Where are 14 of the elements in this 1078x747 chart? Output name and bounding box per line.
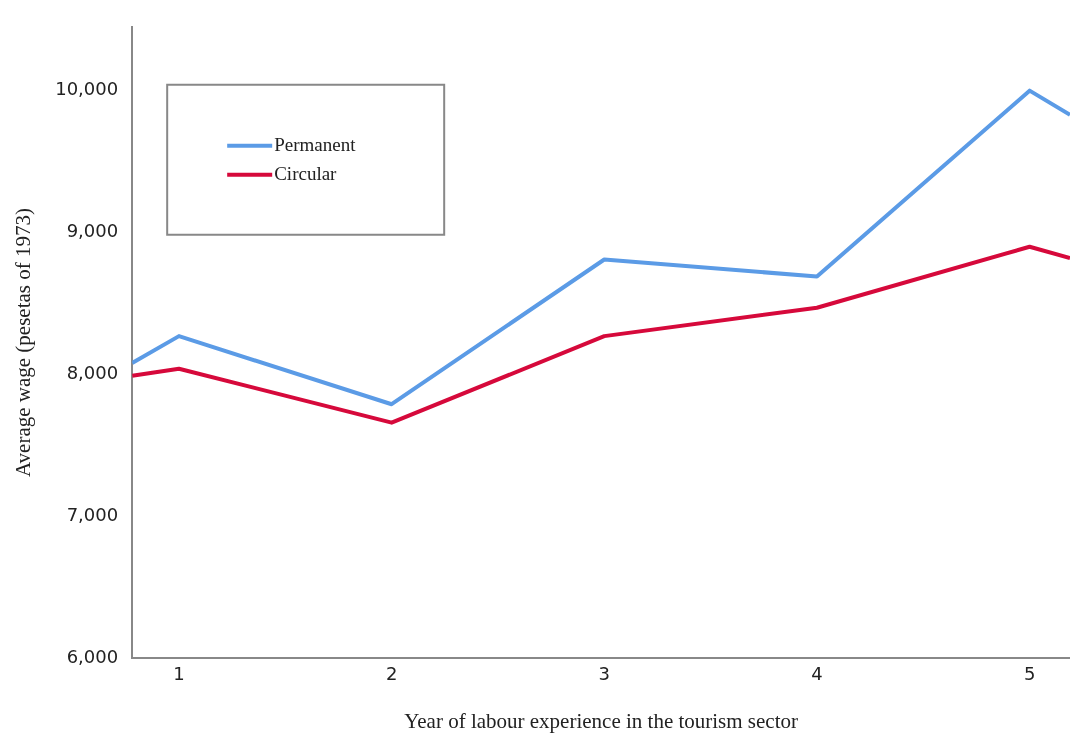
x-axis-title: Year of labour experience in the tourism sector [404,708,799,733]
legend-label: Permanent [274,133,357,155]
y-tick-label: 9,000 [66,220,119,242]
y-tick-label: 8,000 [66,362,119,384]
x-tick-label: 3 [598,662,611,684]
x-tick-label: 5 [1023,662,1036,684]
x-tick-label: 1 [173,662,185,684]
x-tick-label: 2 [385,662,398,684]
y-axis-title: Average wage (pesetas of 1973) [11,208,36,477]
y-tick-label: 7,000 [66,503,119,525]
y-tick-label: 10,000 [55,78,119,100]
legend-label: Circular [274,162,338,184]
y-tick-label: 6,000 [66,645,119,667]
x-tick-label: 4 [811,662,823,684]
